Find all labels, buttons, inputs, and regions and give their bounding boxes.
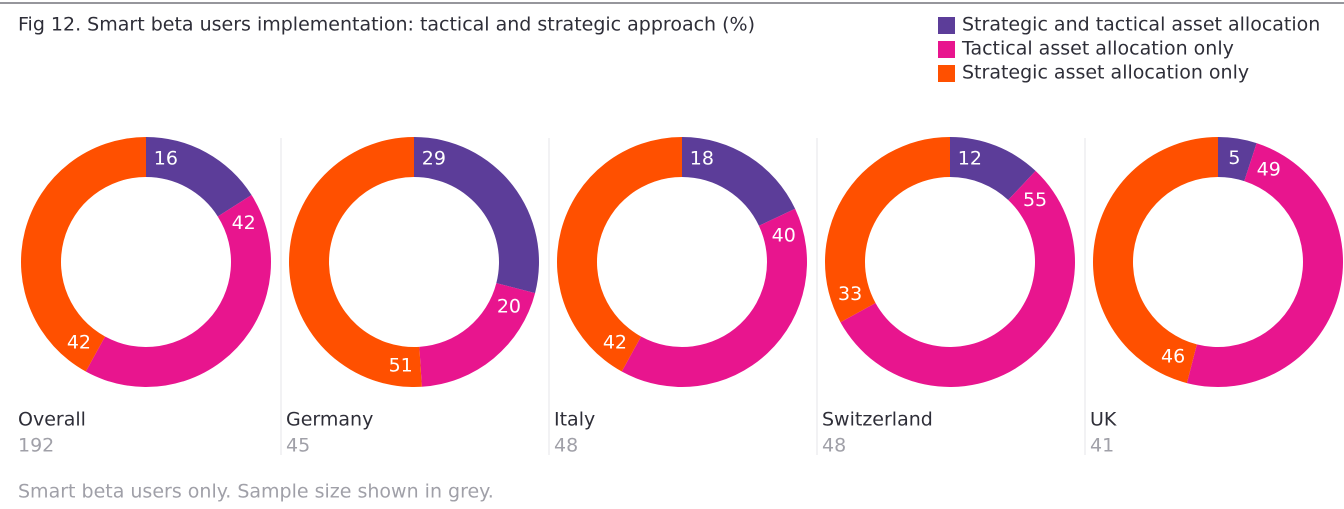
- legend-swatch: [938, 17, 955, 34]
- donut-segment: [419, 283, 536, 387]
- donut-segment: [1218, 137, 1257, 182]
- donut-segment: [1093, 137, 1218, 384]
- donut-segment: [840, 170, 1076, 388]
- sample-size: 48: [554, 435, 578, 457]
- data-label: 42: [232, 212, 256, 234]
- category-label: Italy: [554, 409, 595, 431]
- legend-label: Strategic asset allocation only: [962, 62, 1249, 84]
- category-label: Switzerland: [822, 409, 933, 431]
- legend-label: Strategic and tactical asset allocation: [962, 14, 1320, 36]
- sample-size: 192: [18, 435, 54, 457]
- data-label: 51: [389, 355, 413, 377]
- data-label: 16: [154, 147, 178, 169]
- sample-size: 48: [822, 435, 846, 457]
- donut-segment: [621, 208, 808, 388]
- sample-size: 45: [286, 435, 310, 457]
- donut-segment: [682, 137, 796, 226]
- chart-title: Fig 12. Smart beta users implementation:…: [18, 14, 755, 36]
- donut-segment: [1186, 143, 1343, 387]
- data-label: 18: [690, 147, 714, 169]
- category-label: Germany: [286, 409, 373, 431]
- data-label: 46: [1161, 345, 1185, 367]
- donut-segment: [556, 137, 682, 372]
- donut-segment: [21, 137, 146, 372]
- legend-swatch: [938, 65, 955, 82]
- data-label: 33: [838, 283, 862, 305]
- legend-label: Tactical asset allocation only: [961, 38, 1234, 60]
- data-label: 40: [772, 225, 796, 247]
- data-label: 20: [497, 295, 521, 317]
- data-label: 5: [1228, 147, 1240, 169]
- donut-segment: [414, 137, 539, 294]
- data-label: 29: [422, 147, 446, 169]
- data-label: 55: [1023, 189, 1047, 211]
- data-label: 49: [1257, 159, 1281, 181]
- category-label: UK: [1090, 409, 1117, 431]
- sample-size: 41: [1090, 435, 1114, 457]
- note: Smart beta users only. Sample size shown…: [18, 481, 494, 503]
- data-label: 42: [67, 331, 91, 353]
- donut-segment: [825, 137, 950, 323]
- donut-segment: [85, 195, 271, 387]
- donut-segment: [146, 137, 252, 217]
- donut-segment: [950, 137, 1036, 201]
- category-label: Overall: [18, 409, 86, 431]
- donut-segment: [288, 137, 422, 387]
- data-label: 12: [958, 147, 982, 169]
- data-label: 42: [603, 331, 627, 353]
- legend-swatch: [938, 41, 955, 58]
